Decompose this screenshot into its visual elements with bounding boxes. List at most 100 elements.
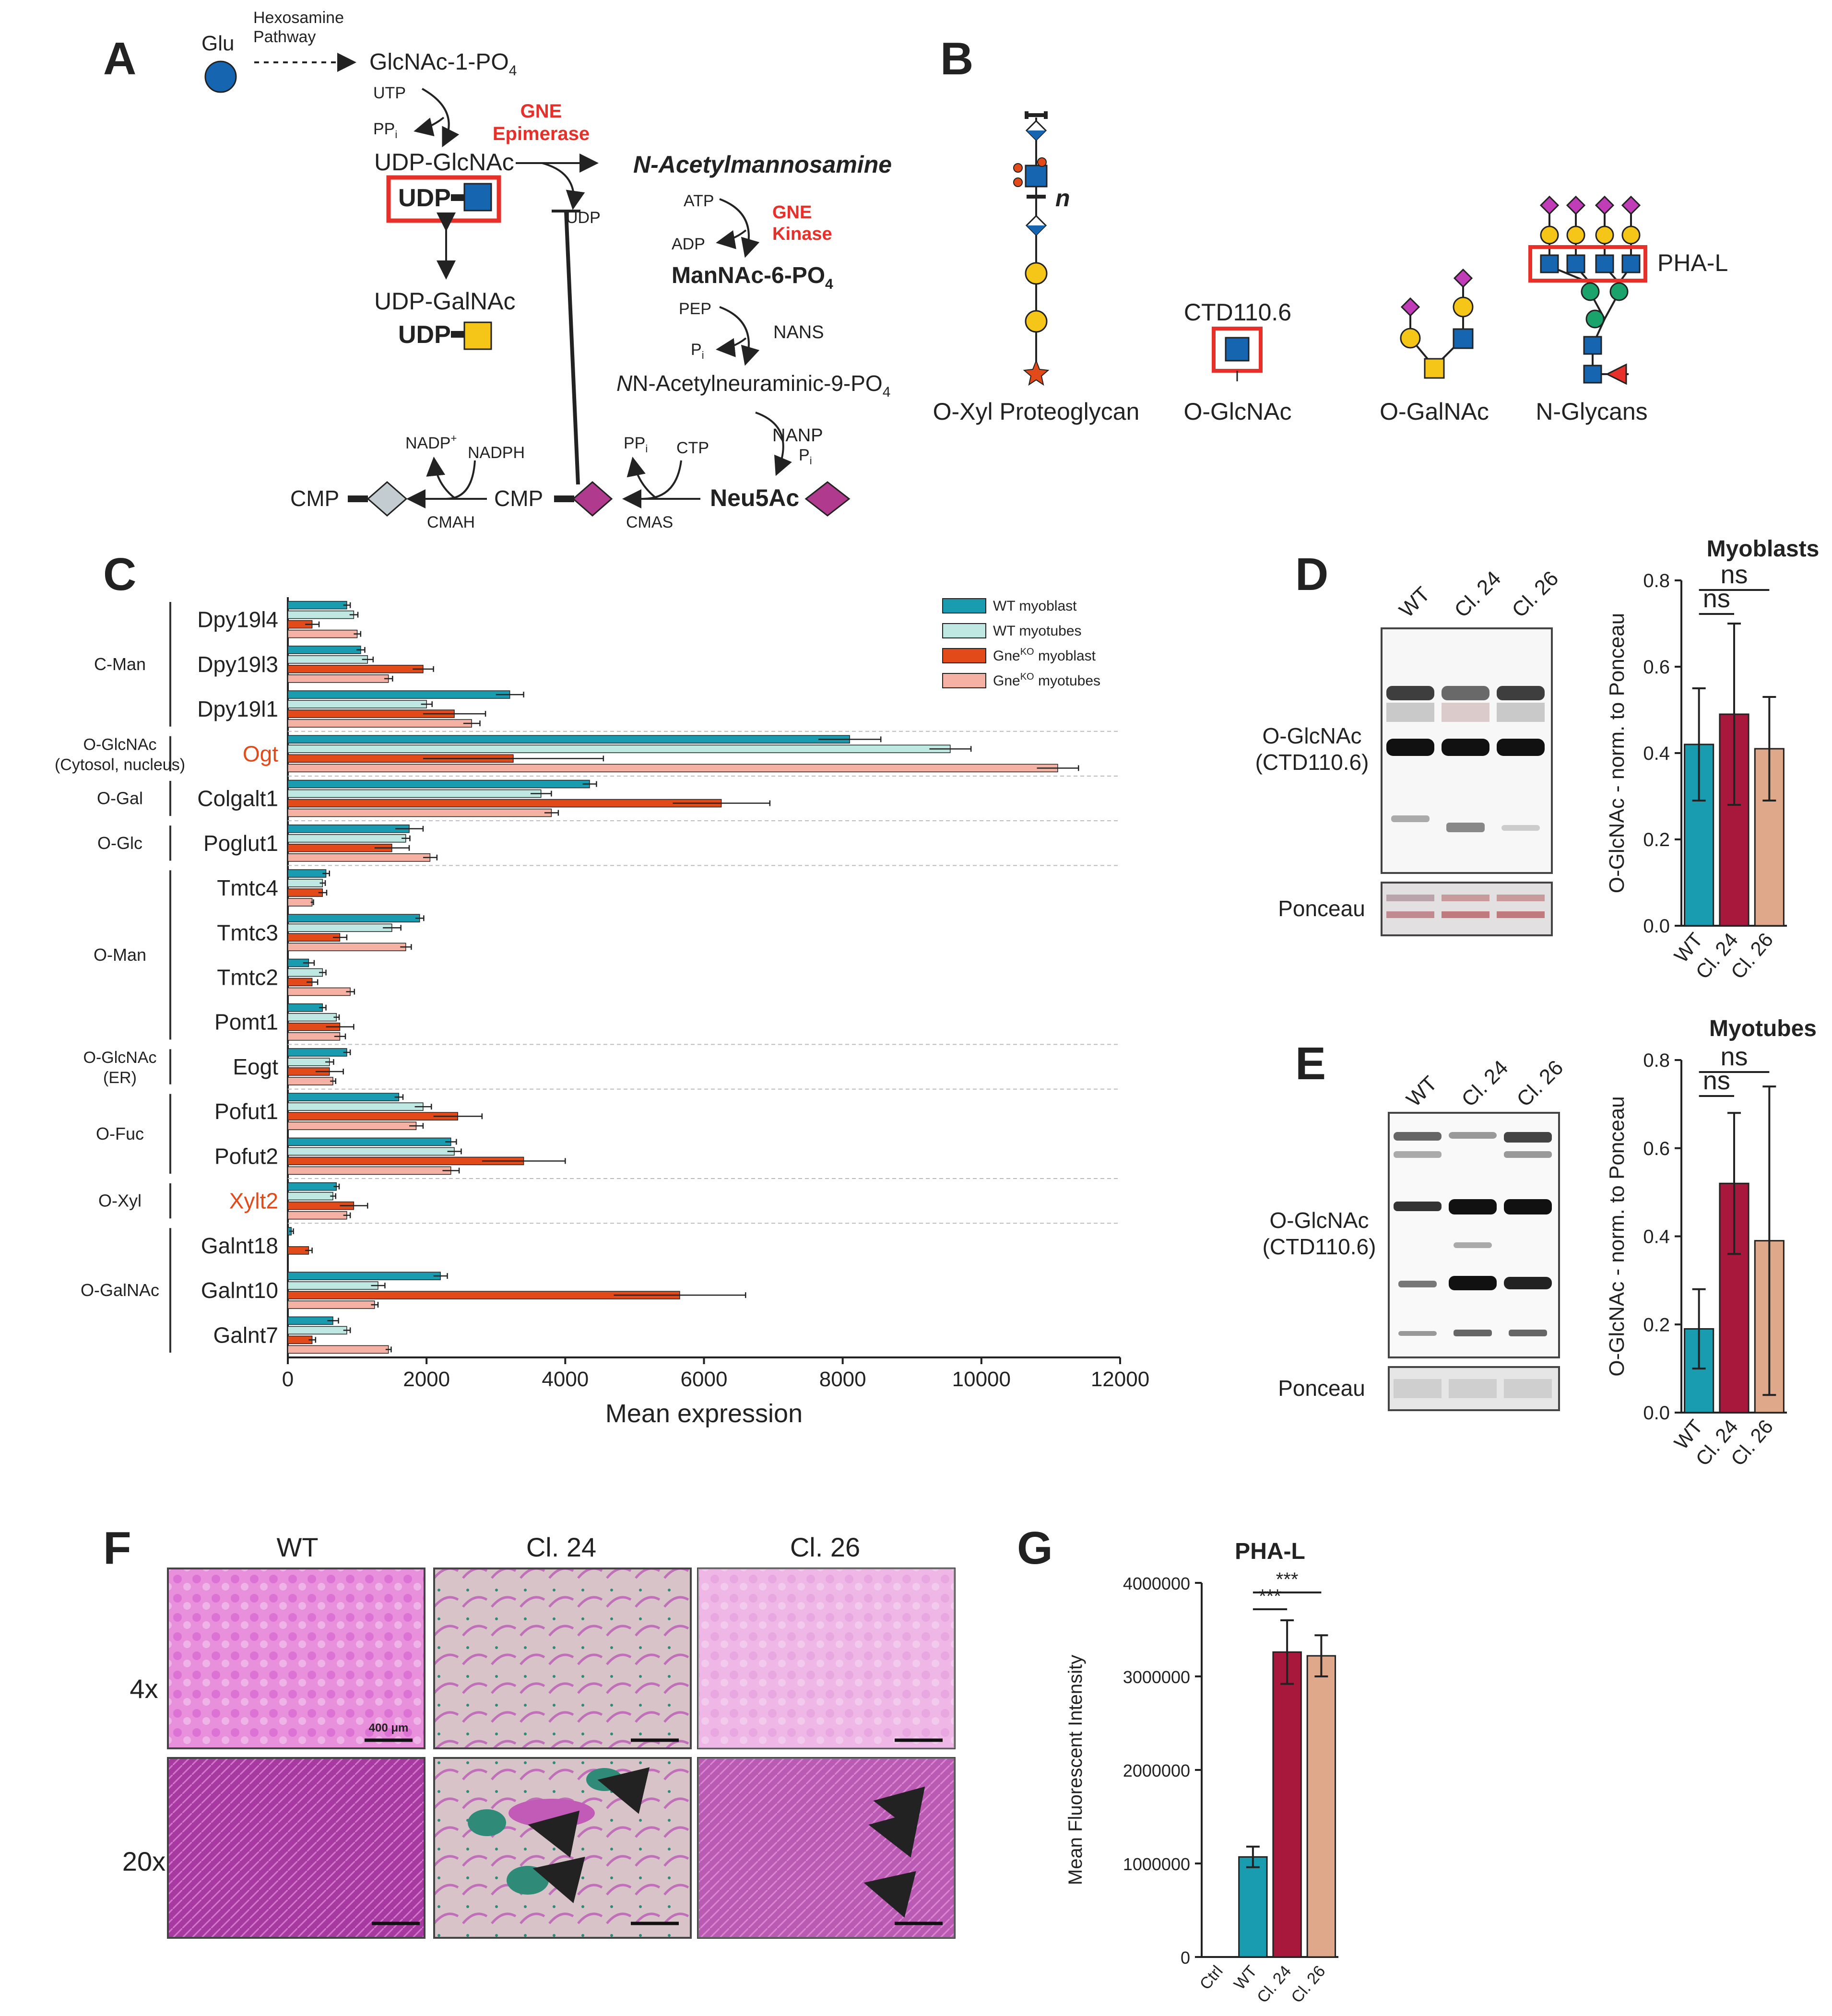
legend-swatch-wt-myotubes: [942, 623, 986, 638]
bar: [287, 1121, 417, 1130]
cmp-label-1: CMP: [290, 486, 339, 511]
y-tick-label: 0.4: [1643, 1226, 1670, 1248]
galactose-circle-icon: [1025, 262, 1048, 285]
y-tick-label: 2000000: [1123, 1761, 1190, 1780]
bar: [287, 1093, 400, 1101]
feedback-inhibition-line: [564, 211, 580, 485]
glcnac-square-icon: [1583, 365, 1602, 384]
bar: [287, 629, 358, 638]
legend-swatch-wt-myoblast: [942, 598, 986, 613]
udp-label-2: UDP: [398, 321, 451, 349]
lane-label-cl24: Cl. 24: [1450, 566, 1505, 622]
y-tick-label: 1000000: [1123, 1854, 1190, 1874]
band: [1442, 739, 1489, 756]
bar: [287, 888, 323, 897]
ponceau-band: [1497, 895, 1545, 901]
legend-swatch-gne-myoblast: [942, 648, 986, 663]
bar: [287, 1191, 333, 1201]
ponceau-band: [1449, 1379, 1497, 1398]
cmas-label: CMAS: [626, 513, 673, 531]
bar: [287, 690, 510, 699]
x-tick-label: WT: [1230, 1962, 1261, 1993]
gene-label: Galnt7: [213, 1322, 278, 1347]
gne-kinase-label-1: GNE: [772, 202, 812, 223]
lane-label-cl26: Cl. 26: [1512, 1056, 1568, 1111]
lane-label-cl26: Cl. 26: [1507, 566, 1563, 622]
band: [1449, 1276, 1497, 1290]
band-faint: [1501, 825, 1540, 831]
utp-arrow: [422, 88, 460, 148]
ponceau-band: [1442, 895, 1489, 901]
pi-label: Pi: [691, 341, 704, 361]
bar: [287, 1316, 333, 1325]
cmah-label: CMAH: [427, 513, 475, 531]
phal-bar-chart: PHA-L 0 1000000 2000000 3000000 4000000 Mean F…: [1065, 1539, 1338, 2006]
hexosamine-label: Hexosamine: [253, 9, 344, 27]
atp-label: ATP: [684, 192, 714, 210]
band: [1394, 1202, 1442, 1211]
glcnac-square-icon: [1453, 328, 1474, 349]
bar: [287, 987, 351, 996]
panel-label-b: B: [940, 33, 973, 84]
y-tick-label: 0.6: [1643, 657, 1670, 678]
band-faint: [1454, 1330, 1492, 1336]
ponceau-label: Ponceau: [1278, 896, 1365, 921]
y-axis-label: O-GlcNAc - norm. to Ponceau: [1605, 1096, 1629, 1376]
bar: [287, 1345, 389, 1354]
arrow-icon: [597, 1767, 650, 1814]
nadp-arrow: [426, 457, 457, 500]
sulfate-icon: [1013, 177, 1023, 187]
bar: [287, 665, 424, 673]
blot-membrane: [1388, 1112, 1560, 1358]
gene-label: Tmtc2: [217, 965, 278, 990]
repeat-n-label: n: [1055, 185, 1070, 212]
cmp-label-2: CMP: [494, 486, 543, 511]
glu-label: Glu: [201, 32, 234, 55]
bar: [287, 808, 552, 817]
micrograph-cl26-20x-overlay: [698, 1758, 955, 1938]
bar: [287, 943, 406, 952]
panel-label-a: A: [103, 33, 136, 84]
band: [1504, 1277, 1552, 1289]
bar: [287, 1326, 347, 1335]
pep-label: PEP: [679, 300, 711, 318]
myotube-cluster: [586, 1768, 623, 1791]
nanp-label: NANP: [772, 425, 823, 446]
bar: [287, 825, 410, 833]
micrograph-cl26-4x-overlay: [698, 1568, 955, 1748]
glcnac-square-icon: [1595, 254, 1614, 273]
group-label: C-Man: [94, 654, 146, 674]
band: [1497, 739, 1545, 756]
galactose-circle-icon: [1621, 225, 1641, 245]
glcnac-square-icon: [1583, 336, 1602, 355]
band: [1497, 686, 1545, 700]
glca-diamond-fill-2: [1027, 225, 1046, 235]
x-tick-label: 4000: [542, 1368, 589, 1391]
nanp-arrow: [755, 412, 792, 476]
bar: [287, 655, 368, 664]
y-axis-label: O-GlcNAc - norm. to Ponceau: [1605, 613, 1629, 893]
gene-label: Pomt1: [214, 1010, 278, 1035]
myotubes-bar-chart: Myotubes 0.0 0.2 0.4 0.6 0.8 O-GlcNAc - norm. …: [1605, 1016, 1817, 1470]
neu5ac-label: Neu5Ac: [710, 484, 799, 511]
oxyl-label: O-Xyl Proteoglycan: [933, 398, 1140, 425]
band-smear: [1442, 703, 1489, 722]
bar: [287, 879, 323, 887]
sialic-diamond-icon: [1539, 195, 1560, 215]
neu9p-label: NN-Acetylneuraminic-9-PO4: [616, 371, 890, 400]
phal-highlight-box: [1528, 245, 1647, 283]
galactose-circle-icon: [1595, 225, 1614, 245]
repeat-bracket-top: [1025, 111, 1048, 119]
blot-bands: [1386, 686, 1545, 832]
panel-label-c: C: [103, 549, 136, 600]
group-label-sub: (ER): [103, 1069, 137, 1087]
x-tick-label: 8000: [819, 1368, 866, 1391]
bar: [287, 1077, 333, 1085]
gene-label: Tmtc3: [217, 920, 278, 945]
sulfate-icon: [1013, 163, 1023, 173]
nadph-label: NADPH: [468, 444, 525, 462]
gene-label: Poglut1: [203, 831, 278, 856]
legend-wt-myoblast: WT myoblast: [993, 598, 1077, 614]
ponceau-label: Ponceau: [1278, 1376, 1365, 1401]
phal-label: PHA-L: [1657, 249, 1728, 276]
